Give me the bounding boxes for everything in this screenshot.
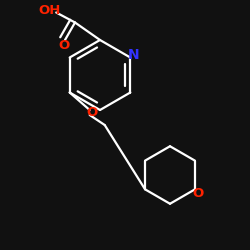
Text: O: O (58, 39, 70, 52)
Text: O: O (193, 188, 204, 200)
Text: OH: OH (38, 4, 60, 17)
Text: O: O (86, 106, 98, 119)
Text: N: N (128, 48, 140, 62)
